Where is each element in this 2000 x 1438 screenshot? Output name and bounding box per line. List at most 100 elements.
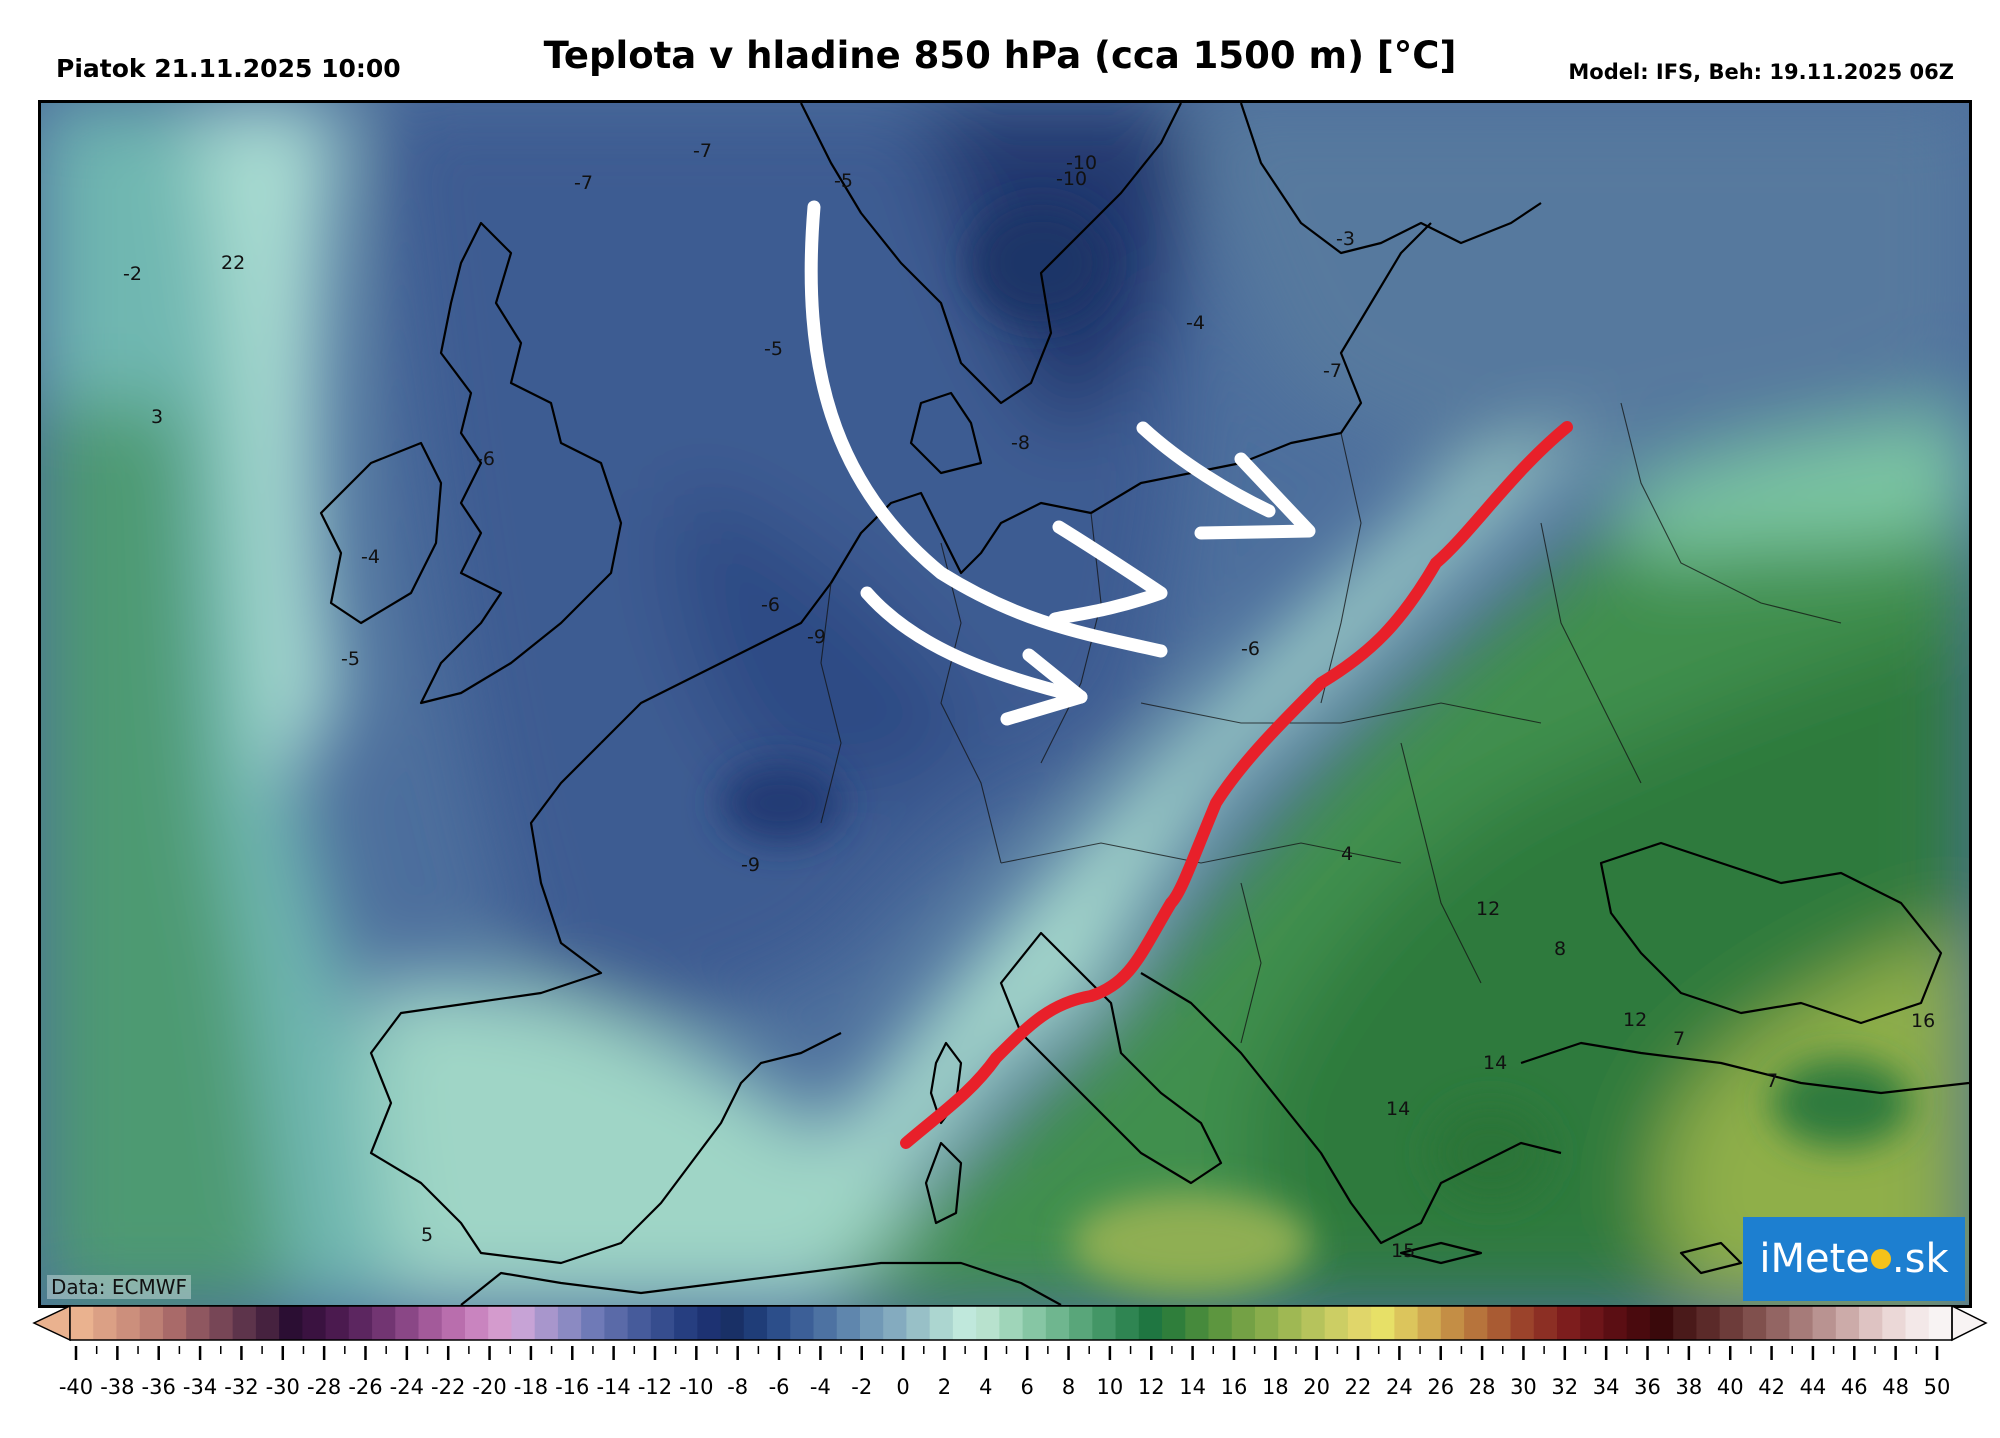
- colorbar-cell: [1928, 1306, 1953, 1340]
- colorbar-cell: [209, 1306, 234, 1340]
- arrow-lower-head: [1000, 648, 1088, 726]
- coast-north-africa: [460, 1261, 1062, 1305]
- colorbar-cell: [1092, 1306, 1117, 1340]
- colorbar-label: 10: [1097, 1375, 1124, 1399]
- colorbar-label: 38: [1676, 1375, 1703, 1399]
- colorbar-label: 34: [1593, 1375, 1620, 1399]
- arrow-main: [804, 200, 1168, 658]
- colorbar-cell: [1138, 1306, 1163, 1340]
- contour-label: -9: [741, 854, 760, 876]
- colorbar-cell: [1278, 1306, 1303, 1340]
- colorbar-cell: [767, 1306, 791, 1340]
- colorbar-label: -34: [183, 1375, 217, 1399]
- temperature-field-detail: [721, 203, 1911, 1293]
- coast-ireland: [319, 441, 443, 625]
- colorbar-cell: [162, 1306, 187, 1340]
- colorbar-cell: [1347, 1306, 1372, 1340]
- coast-scandinavia: [800, 103, 1182, 405]
- colorbar-cell: [441, 1306, 466, 1340]
- colorbar-label: -8: [727, 1375, 748, 1399]
- colorbar-cell: [1859, 1306, 1883, 1340]
- colorbar-max-arrow: [1951, 1306, 1988, 1342]
- colorbar-cell: [372, 1306, 396, 1340]
- valid-date-label: Piatok 21.11.2025 10:00: [56, 54, 401, 83]
- coast-britain: [419, 221, 623, 705]
- colorbar-label: -24: [390, 1375, 424, 1399]
- colorbar-cell: [1812, 1306, 1837, 1340]
- contour-label: -5: [834, 170, 853, 192]
- contour-label: -3: [1336, 228, 1355, 250]
- colorbar-cell: [1603, 1306, 1628, 1340]
- contour-label: -5: [341, 648, 360, 670]
- contour-label: 4: [1341, 843, 1353, 865]
- colorbar-cell: [1533, 1306, 1558, 1340]
- colorbar-cell: [395, 1306, 420, 1340]
- cold-advection-arrows: [804, 200, 1316, 726]
- colorbar-label: -6: [769, 1375, 790, 1399]
- colorbar-cell: [1742, 1306, 1767, 1340]
- colorbar-label: 22: [1345, 1375, 1372, 1399]
- logo-text: iMete: [1759, 1236, 1870, 1282]
- arrow-upper-right: [1136, 421, 1276, 518]
- colorbar-cell: [511, 1306, 536, 1340]
- colorbar-label: 2: [938, 1375, 951, 1399]
- contour-label: 8: [1554, 938, 1566, 960]
- contour-label: -10: [1056, 168, 1087, 190]
- colorbar-label: -30: [266, 1375, 300, 1399]
- colorbar-label: 42: [1758, 1375, 1785, 1399]
- colorbar-cell: [1649, 1306, 1674, 1340]
- colorbar-cell: [1371, 1306, 1395, 1340]
- colorbar-cell: [1231, 1306, 1256, 1340]
- colorbar-cell: [674, 1306, 698, 1340]
- colorbar-cell: [859, 1306, 884, 1340]
- colorbar-label: 48: [1882, 1375, 1909, 1399]
- logo-text-suffix: .sk: [1891, 1236, 1949, 1282]
- colorbar-label: -32: [224, 1375, 258, 1399]
- colorbar-label: 14: [1179, 1375, 1206, 1399]
- contour-label: -6: [476, 448, 495, 470]
- country-borders: [820, 402, 1842, 1044]
- cold-front-line: [900, 421, 1573, 1149]
- colorbar-label: 20: [1303, 1375, 1330, 1399]
- colorbar-label: -10: [679, 1375, 713, 1399]
- arrow-main-head: [1048, 520, 1168, 626]
- colorbar-cell: [1069, 1306, 1093, 1340]
- colorbar-label: -20: [472, 1375, 506, 1399]
- colorbar-cell: [697, 1306, 722, 1340]
- colorbar-label: 26: [1427, 1375, 1454, 1399]
- model-run-label: Model: IFS, Beh: 19.11.2025 06Z: [1568, 60, 1954, 84]
- contour-label: -9: [807, 626, 826, 648]
- colorbar-cell: [1487, 1306, 1512, 1340]
- contour-label: -7: [1323, 360, 1342, 382]
- colorbar-cell: [883, 1306, 908, 1340]
- temperature-map: -7 -7 -5 -10 -10 -2 22 -5 3 -6 -3 -4 -7 …: [38, 100, 1972, 1308]
- colorbar-cell: [743, 1306, 768, 1340]
- imeteo-logo[interactable]: iMete .sk: [1743, 1217, 1965, 1301]
- colorbar-cell: [1254, 1306, 1279, 1340]
- colorbar-cell: [1208, 1306, 1233, 1340]
- colorbar-cell: [1417, 1306, 1442, 1340]
- contour-labels: -7 -7 -5 -10 -10 -2 22 -5 3 -6 -3 -4 -7 …: [123, 140, 1935, 1262]
- colorbar-label: 4: [979, 1375, 992, 1399]
- map-canvas: -7 -7 -5 -10 -10 -2 22 -5 3 -6 -3 -4 -7 …: [41, 103, 1969, 1305]
- colorbar-cell: [650, 1306, 675, 1340]
- coast-denmark: [909, 391, 983, 475]
- coast-corsica-sardinia: [924, 1041, 963, 1225]
- colorbar-cell: [1022, 1306, 1047, 1340]
- colorbar-cell: [1301, 1306, 1326, 1340]
- colorbar-cell: [581, 1306, 605, 1340]
- colorbar-frame: [69, 1306, 1953, 1341]
- colorbar-label: -2: [851, 1375, 872, 1399]
- colorbar-cell: [790, 1306, 815, 1340]
- coast-finland-baltic: [1239, 103, 1542, 255]
- colorbar-label: 24: [1386, 1375, 1413, 1399]
- colorbar-cell: [1789, 1306, 1814, 1340]
- colorbar-cell: [999, 1306, 1024, 1340]
- colorbar-cell: [488, 1306, 513, 1340]
- contour-label: 16: [1911, 1010, 1935, 1032]
- colorbar-label: 36: [1634, 1375, 1661, 1399]
- contour-label: -2: [123, 263, 142, 285]
- colorbar-label: -12: [638, 1375, 672, 1399]
- coast-cyprus: [1679, 1241, 1743, 1275]
- contour-label: -10: [1066, 152, 1097, 174]
